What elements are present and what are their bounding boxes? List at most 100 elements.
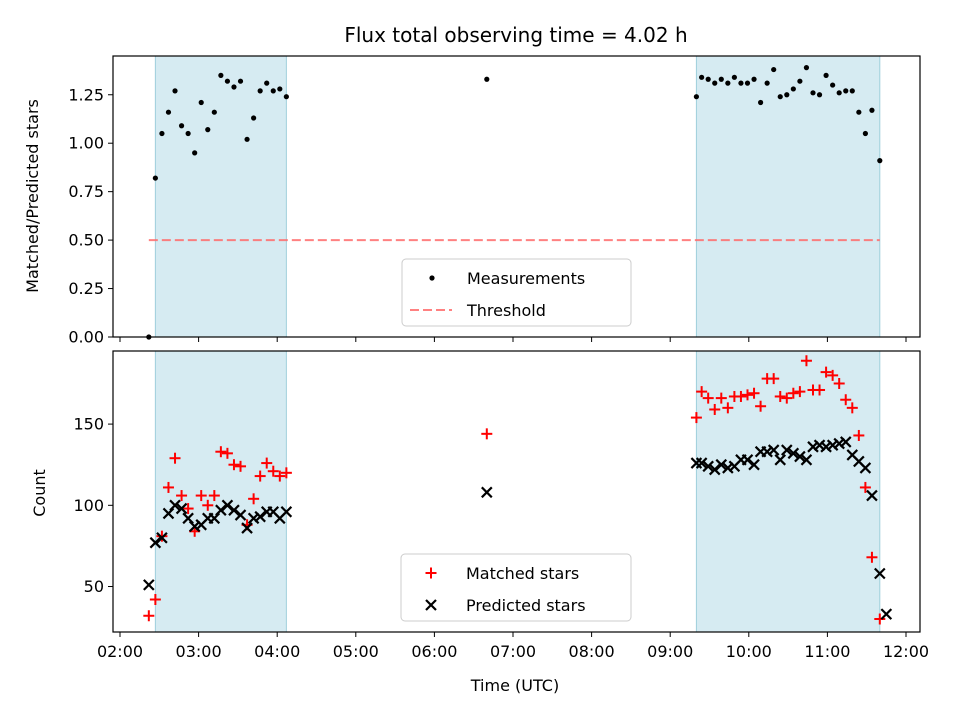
- y-tick-label: 0.75: [68, 182, 104, 201]
- x-tick-label: 04:00: [254, 642, 300, 661]
- matched-star-point: [176, 490, 188, 502]
- matched-star-point: [722, 402, 734, 414]
- measurement-point: [877, 158, 883, 164]
- predicted-star-point: [234, 509, 247, 521]
- bottom-panel: 50 100 150 02:00 03:00 04:00 05:00 06:00 07:00 08…: [73, 350, 929, 661]
- measurement-point: [830, 82, 836, 88]
- predicted-star-point: [254, 510, 266, 523]
- matched-star-point: [874, 613, 886, 625]
- predicted-star-point: [143, 579, 155, 591]
- measurement-point: [699, 74, 705, 80]
- axes-frame: [112, 55, 921, 338]
- top-y-axis-label: Matched/Predicted stars: [23, 99, 42, 293]
- matched-star-point: [274, 470, 286, 482]
- predicted-star-point: [787, 447, 800, 460]
- predicted-star-point: [221, 499, 234, 512]
- predicted-star-point: [859, 462, 872, 474]
- measurement-point: [270, 88, 276, 94]
- predicted-star-point: [708, 463, 721, 476]
- measurement-point: [185, 130, 191, 137]
- matched-star-point: [162, 481, 174, 493]
- measurement-point: [744, 80, 751, 86]
- predicted-star-point: [767, 444, 780, 456]
- matched-star-point: [709, 403, 721, 415]
- matched-star-point: [702, 392, 714, 404]
- matched-star-point: [156, 530, 168, 542]
- matched-star-point: [481, 428, 493, 440]
- predicted-star-point: [228, 504, 240, 516]
- x-tick-label: 10:00: [726, 642, 772, 661]
- measurement-point: [849, 88, 855, 94]
- measurement-point: [152, 175, 158, 181]
- matched-star-point: [202, 499, 214, 511]
- measurement-point: [283, 94, 289, 100]
- y-tick-label: 50: [84, 577, 104, 596]
- top-panel: 0.00 0.25 0.50 0.75 1.00 1.25 Measurements Thre…: [68, 55, 921, 347]
- predicted-star-point: [241, 522, 253, 534]
- measurement-point: [237, 78, 244, 84]
- x-tick-label: 08:00: [569, 642, 615, 661]
- measurement-point: [224, 78, 231, 84]
- measurement-point: [165, 109, 172, 115]
- predicted-star-point: [208, 512, 221, 525]
- x-tick-label: 12:00: [883, 642, 929, 661]
- measurement-point: [172, 88, 178, 94]
- measurement-point: [751, 76, 757, 82]
- measurement-point: [725, 80, 731, 86]
- x-tick-label: 02:00: [97, 642, 143, 661]
- legend-label: Matched stars: [466, 564, 579, 583]
- matched-star-point: [853, 429, 865, 441]
- axes-frame: [112, 350, 921, 633]
- measurement-point: [277, 86, 283, 92]
- measurement-point: [816, 92, 823, 98]
- matched-star-point: [741, 389, 753, 401]
- matched-star-point: [267, 465, 279, 477]
- measurement-point: [784, 92, 790, 98]
- legend-label: Measurements: [467, 269, 585, 288]
- measurement-point: [192, 150, 198, 156]
- y-tick-label: 100: [73, 496, 104, 515]
- predicted-star-point: [880, 608, 893, 620]
- predicted-star-point: [182, 512, 194, 525]
- matched-star-point: [149, 594, 161, 606]
- matched-star-point: [840, 394, 852, 406]
- chart-title: Flux total observing time = 4.02 h: [344, 23, 687, 47]
- measurement-point: [731, 74, 737, 80]
- y-tick-label: 150: [73, 415, 104, 434]
- predicted-star-point: [748, 458, 760, 471]
- matched-star-point: [820, 366, 832, 378]
- measurement-point: [810, 90, 816, 96]
- predicted-star-point: [781, 444, 793, 456]
- predicted-star-point: [866, 489, 878, 502]
- matched-star-point: [221, 447, 233, 459]
- legend-marker: [425, 599, 437, 611]
- measurement-point: [264, 80, 270, 86]
- predicted-star-point: [215, 504, 227, 516]
- matched-star-point: [800, 355, 812, 367]
- y-tick-label: 1.00: [68, 134, 104, 153]
- x-tick-label: 05:00: [333, 642, 379, 661]
- measurement-point: [843, 88, 849, 94]
- measurement-point: [764, 80, 770, 86]
- predicted-star-point: [149, 536, 162, 549]
- measurement-point: [693, 94, 700, 100]
- matched-star-point: [248, 493, 260, 505]
- y-tick-label: 0.50: [68, 231, 104, 250]
- matched-star-point: [787, 387, 799, 399]
- measurement-point: [836, 90, 842, 96]
- predicted-star-point: [741, 454, 754, 466]
- matched-star-point: [794, 386, 806, 398]
- x-tick-label: 06:00: [411, 642, 457, 661]
- legend-box: [400, 553, 632, 622]
- measurement-point: [484, 76, 490, 82]
- x-tick-label: 09:00: [647, 642, 693, 661]
- legend: Matched stars Predicted stars: [400, 553, 632, 622]
- measurement-point: [244, 136, 250, 142]
- predicted-star-point: [794, 450, 806, 463]
- measurement-point: [771, 66, 777, 73]
- predicted-star-point: [800, 454, 813, 466]
- matched-star-point: [690, 412, 702, 424]
- matched-star-point: [735, 390, 747, 402]
- matched-star-point: [859, 481, 871, 493]
- legend-label: Predicted stars: [466, 596, 586, 615]
